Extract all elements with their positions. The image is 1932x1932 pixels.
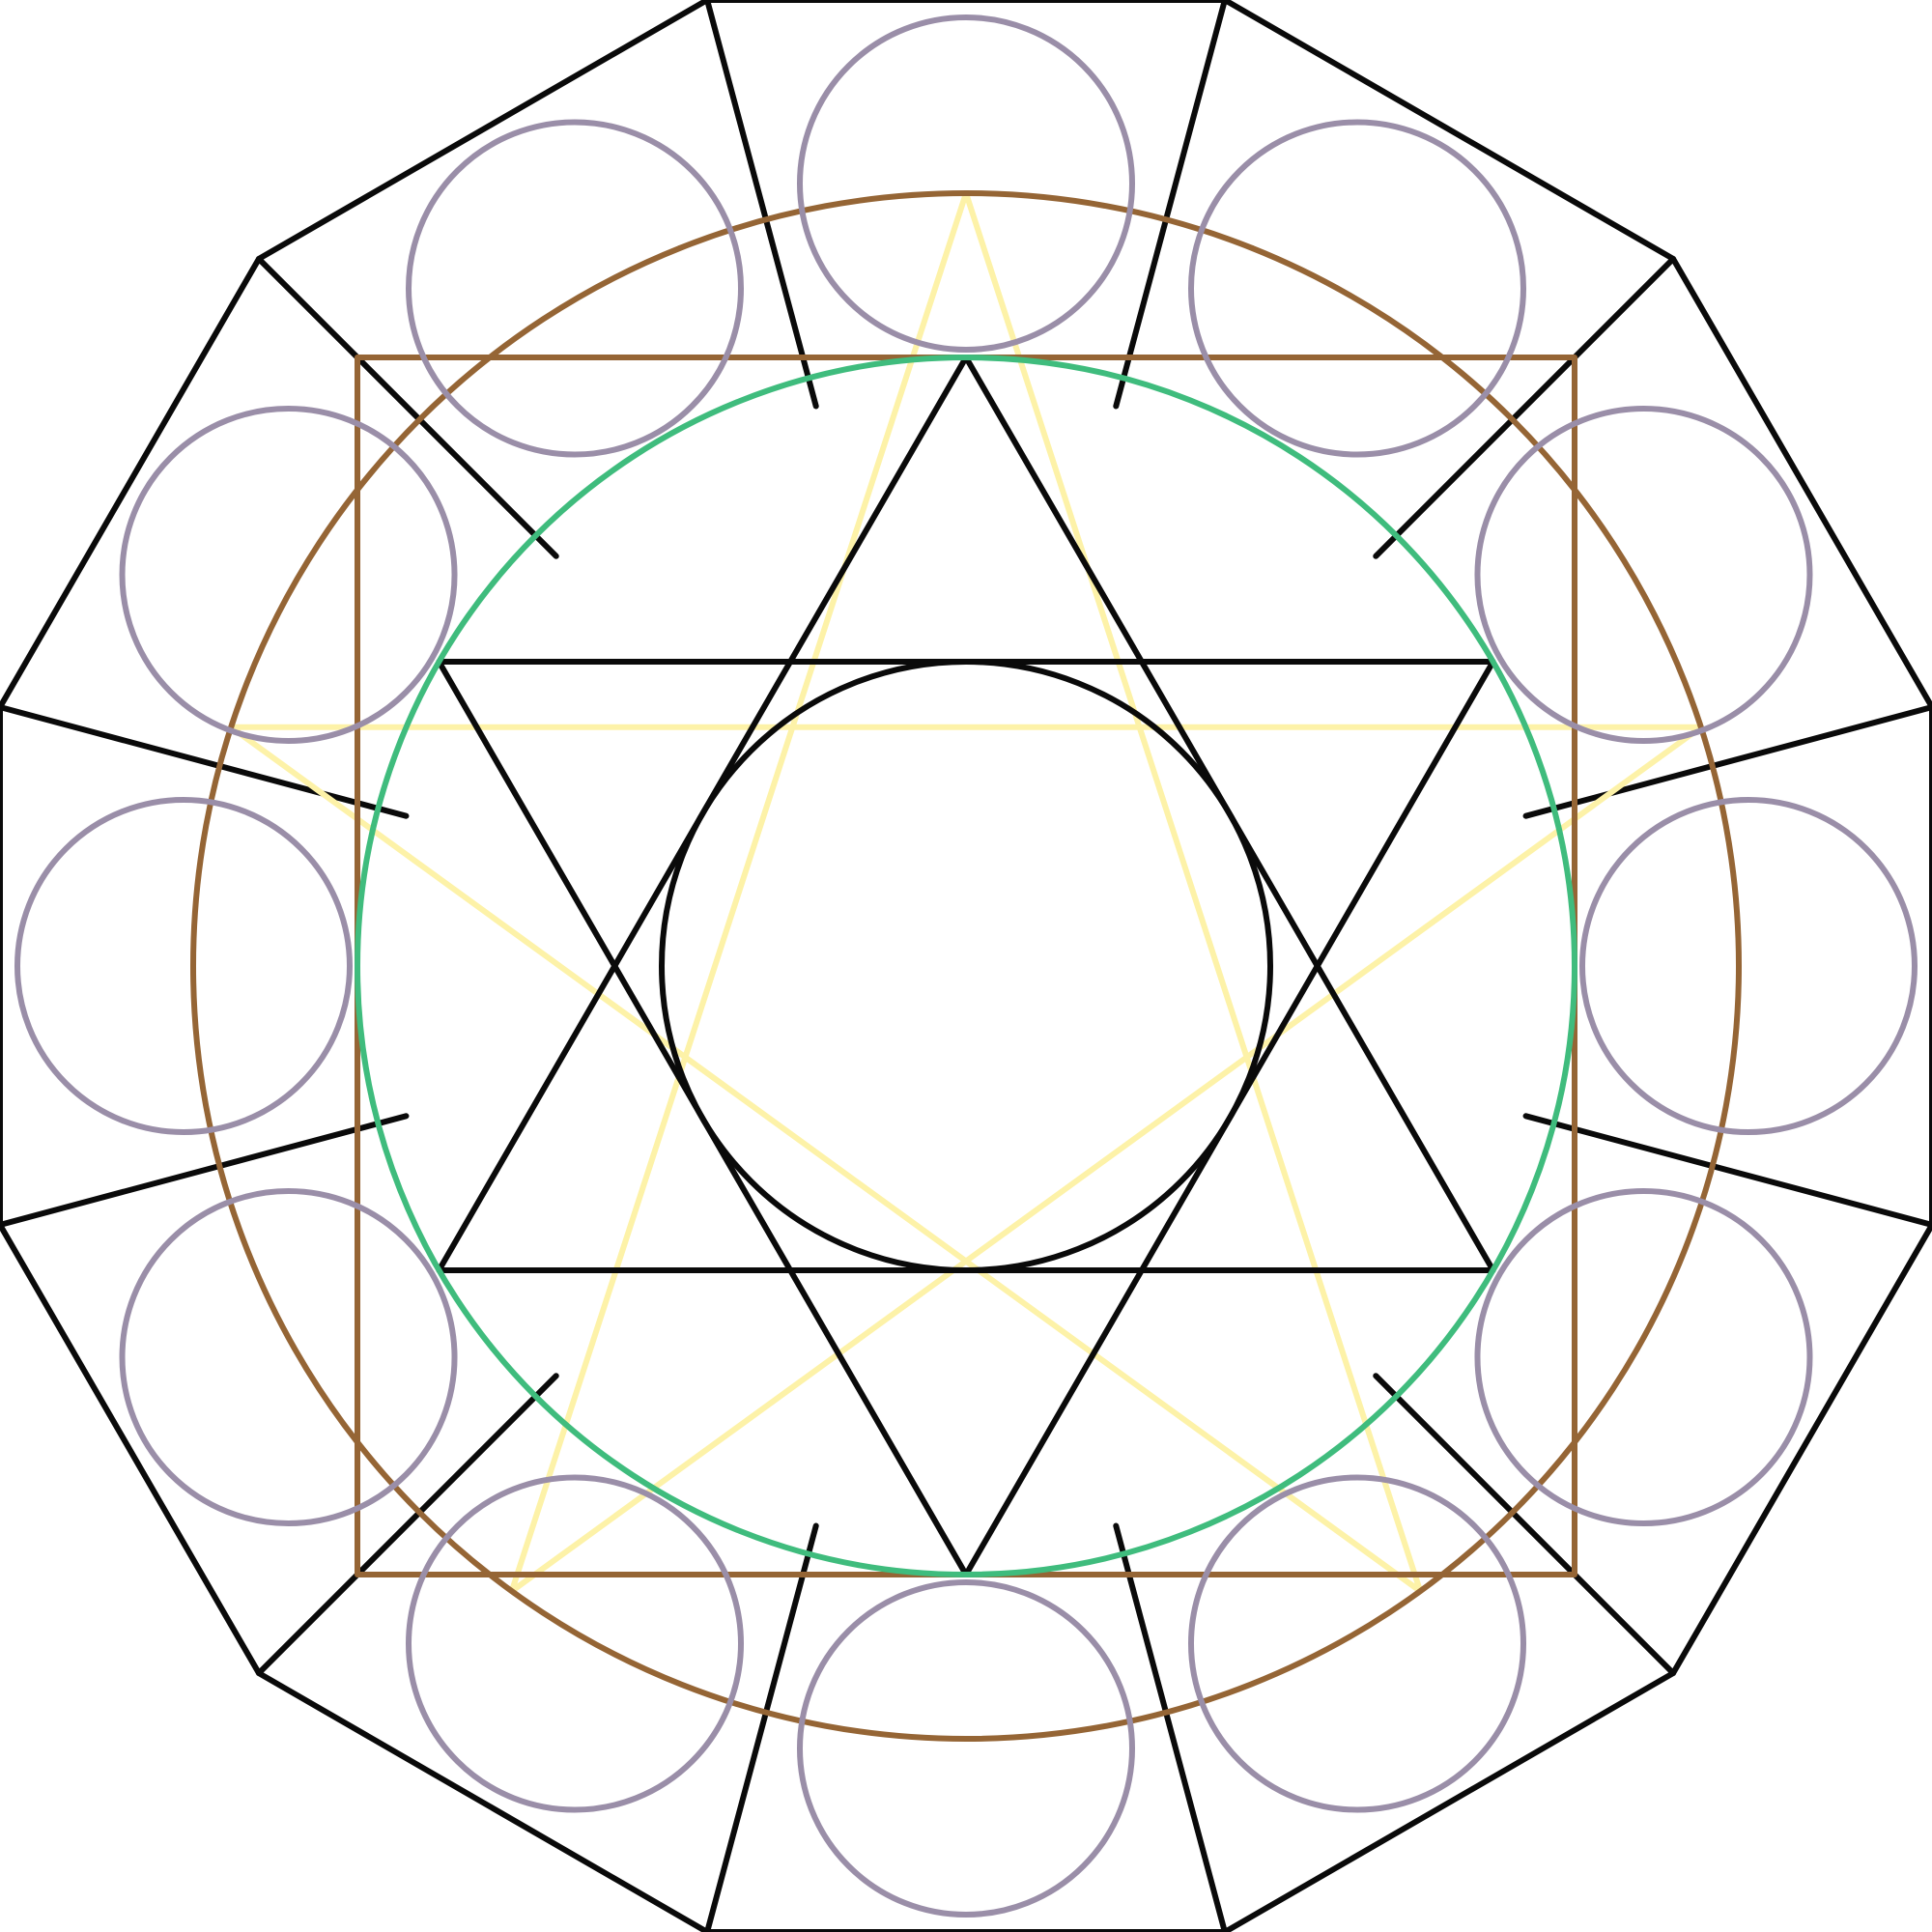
hexagram-triangle-down <box>436 659 1496 1577</box>
dodecagon-spoke-2 <box>1373 255 1677 559</box>
inner-circle <box>659 659 1273 1273</box>
dodecagon-spoke-5 <box>1373 1373 1677 1677</box>
lavender-circle-7 <box>797 1579 1135 1918</box>
dodecagon-spoke-12 <box>704 0 819 410</box>
dodecagon-spoke-9 <box>0 1113 410 1228</box>
inner-circle-ring <box>659 659 1273 1273</box>
dodecagon-spoke-4 <box>1522 1113 1932 1228</box>
lavender-circle-1 <box>797 14 1135 353</box>
green-circle <box>355 355 1577 1577</box>
lavender-circle-10 <box>14 797 353 1135</box>
lavender-circle-8 <box>406 1474 744 1813</box>
dodecagon-spoke-8 <box>255 1373 559 1677</box>
dodecagon-spoke-11 <box>255 255 559 559</box>
dodecagon-spoke-3 <box>1522 704 1932 819</box>
lavender-circle-11 <box>119 406 458 744</box>
lavender-circle-2 <box>1188 119 1526 458</box>
lavender-circle-3 <box>1474 406 1813 744</box>
pentagram-star <box>228 190 1704 1595</box>
yellow-pentagram <box>228 190 1704 1595</box>
lavender-circle-4 <box>1579 797 1918 1135</box>
dodecagon-spoke-1 <box>1113 0 1228 410</box>
hexagram-triangle-up <box>436 355 1496 1273</box>
lavender-ring-circles <box>14 14 1918 1918</box>
bronze-circle-ring <box>190 190 1742 1742</box>
lavender-circle-6 <box>1188 1474 1526 1813</box>
dodecagon-spoke-7 <box>704 1522 819 1932</box>
bronze-circle <box>190 190 1742 1742</box>
lavender-circle-5 <box>1474 1188 1813 1526</box>
hexagram <box>436 355 1496 1577</box>
dodecagon-spoke-6 <box>1113 1522 1228 1932</box>
green-circle-ring <box>355 355 1577 1577</box>
lavender-circle-12 <box>406 119 744 458</box>
dodecagon-spoke-10 <box>0 704 410 819</box>
lavender-circle-9 <box>119 1188 458 1526</box>
